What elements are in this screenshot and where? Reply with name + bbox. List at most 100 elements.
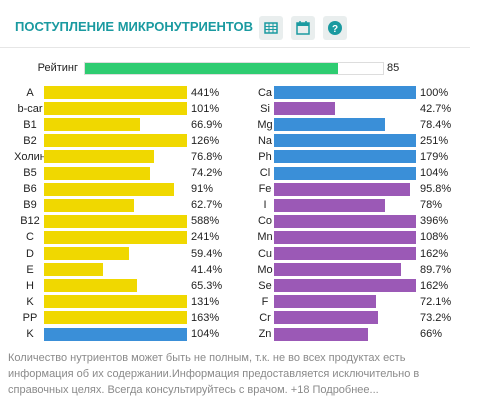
- nutrient-bar: [44, 230, 187, 244]
- nutrient-name: Co: [257, 215, 273, 228]
- nutrient-value: 251%: [420, 134, 449, 147]
- nutrient-name: Zn: [258, 328, 272, 340]
- nutrient-value: 66.9%: [191, 118, 223, 131]
- nutrient-name: Mn: [257, 231, 273, 244]
- bar-track: [274, 86, 416, 99]
- nutrient-bar: [44, 279, 138, 293]
- nutrient-name: Si: [260, 102, 270, 115]
- nutrient-value: 396%: [420, 215, 449, 228]
- nutrient-value: 78%: [420, 199, 443, 212]
- nutrient-bar: [274, 198, 385, 212]
- nutrient-name: E: [26, 263, 34, 276]
- nutrient-name: Cr: [259, 311, 271, 324]
- help-icon[interactable]: ?: [323, 16, 347, 40]
- bar-track: [274, 230, 416, 244]
- nutrient-name: K: [26, 295, 34, 308]
- bar-track: [274, 102, 416, 116]
- nutrient-value: 76.8%: [191, 150, 223, 163]
- nutrient-bar: [274, 86, 416, 99]
- bar-track: [274, 118, 416, 132]
- bar-track: [274, 214, 416, 228]
- bar-track: [274, 150, 416, 164]
- bar-track: [44, 102, 187, 116]
- nutrient-name: B9: [23, 199, 37, 212]
- nutrient-bar: [44, 311, 187, 325]
- nutrient-value: 42.7%: [420, 102, 452, 115]
- nutrient-name: K: [26, 328, 34, 340]
- nutrient-value: 78.4%: [420, 118, 452, 131]
- rating-bar: [85, 63, 339, 74]
- nutrient-bar: [44, 118, 140, 132]
- nutrient-value: 126%: [191, 134, 220, 147]
- bar-track: [44, 295, 187, 309]
- nutrient-name: Холин: [14, 150, 46, 163]
- nutrient-name: H: [26, 279, 34, 292]
- nutrient-value: 588%: [191, 215, 220, 228]
- nutrient-value: 62.7%: [191, 199, 223, 212]
- nutrient-bar: [44, 150, 154, 164]
- nutrient-bar: [274, 102, 335, 116]
- bar-track: [44, 86, 187, 99]
- nutrient-bar: [274, 279, 416, 293]
- nutrient-value: 66%: [420, 328, 443, 340]
- nutrient-bar: [274, 182, 411, 196]
- nutrient-name: C: [26, 231, 34, 244]
- nutrient-name: B12: [20, 215, 40, 228]
- nutrient-bar: [274, 214, 416, 228]
- nutrient-value: 131%: [191, 295, 220, 308]
- nutrient-bar: [44, 295, 187, 309]
- nutrient-bar: [44, 198, 134, 212]
- nutrient-value: 162%: [420, 279, 449, 292]
- title: ПОСТУПЛЕНИЕ МИКРОНУТРИЕНТОВ: [15, 19, 254, 34]
- nutrient-bar: [44, 166, 151, 180]
- svg-text:?: ?: [332, 24, 338, 35]
- nutrient-bar: [274, 247, 416, 260]
- separator: [0, 47, 470, 48]
- bar-track: [274, 295, 416, 309]
- nutrient-name: Mo: [257, 263, 273, 276]
- nutrient-name: F: [261, 295, 269, 308]
- nutrient-bar: [274, 263, 402, 277]
- nutrient-value: 74.2%: [191, 167, 223, 179]
- nutrient-bar: [274, 134, 416, 148]
- nutrient-bar: [274, 150, 416, 164]
- nutrient-name: Ph: [258, 150, 272, 163]
- bar-track: [44, 182, 187, 196]
- nutrient-name: Cu: [257, 247, 273, 260]
- rating-value: 85: [387, 62, 400, 74]
- nutrient-bar: [44, 214, 187, 228]
- nutrient-bar: [274, 230, 416, 244]
- nutrient-name: B6: [23, 183, 37, 196]
- bar-track: [274, 166, 416, 180]
- nutrient-value: 241%: [191, 231, 220, 244]
- nutrient-bar: [44, 182, 175, 196]
- bar-track: [44, 327, 187, 341]
- nutrient-name: Se: [258, 279, 272, 292]
- nutrient-name: B5: [23, 167, 37, 179]
- nutrient-value: 104%: [191, 328, 220, 340]
- nutrient-name: B1: [23, 118, 37, 131]
- nutrient-value: 89.7%: [420, 263, 452, 276]
- nutrient-value: 101%: [191, 102, 220, 115]
- bar-track: [44, 118, 187, 132]
- nutrient-bar: [274, 166, 416, 180]
- nutrient-bar: [274, 311, 378, 325]
- calendar-icon[interactable]: [291, 16, 315, 40]
- nutrient-value: 162%: [420, 247, 449, 260]
- table-icon[interactable]: [259, 16, 283, 40]
- disclaimer: Количество нутриентов может быть не полн…: [8, 352, 420, 396]
- nutrient-name: PP: [22, 311, 38, 324]
- nutrient-value: 441%: [191, 86, 220, 99]
- bar-track: [44, 166, 187, 180]
- nutrient-value: 104%: [420, 167, 449, 179]
- nutrient-name: Fe: [258, 183, 272, 196]
- nutrient-name: Mg: [257, 118, 273, 131]
- nutrient-value: 72.1%: [420, 295, 452, 308]
- nutrient-value: 65.3%: [191, 279, 223, 292]
- nutrient-bar: [274, 327, 368, 341]
- bar-track: [274, 279, 416, 293]
- nutrient-value: 59.4%: [191, 247, 223, 260]
- nutrient-value: 95.8%: [420, 183, 452, 196]
- nutrient-bar: [274, 118, 386, 132]
